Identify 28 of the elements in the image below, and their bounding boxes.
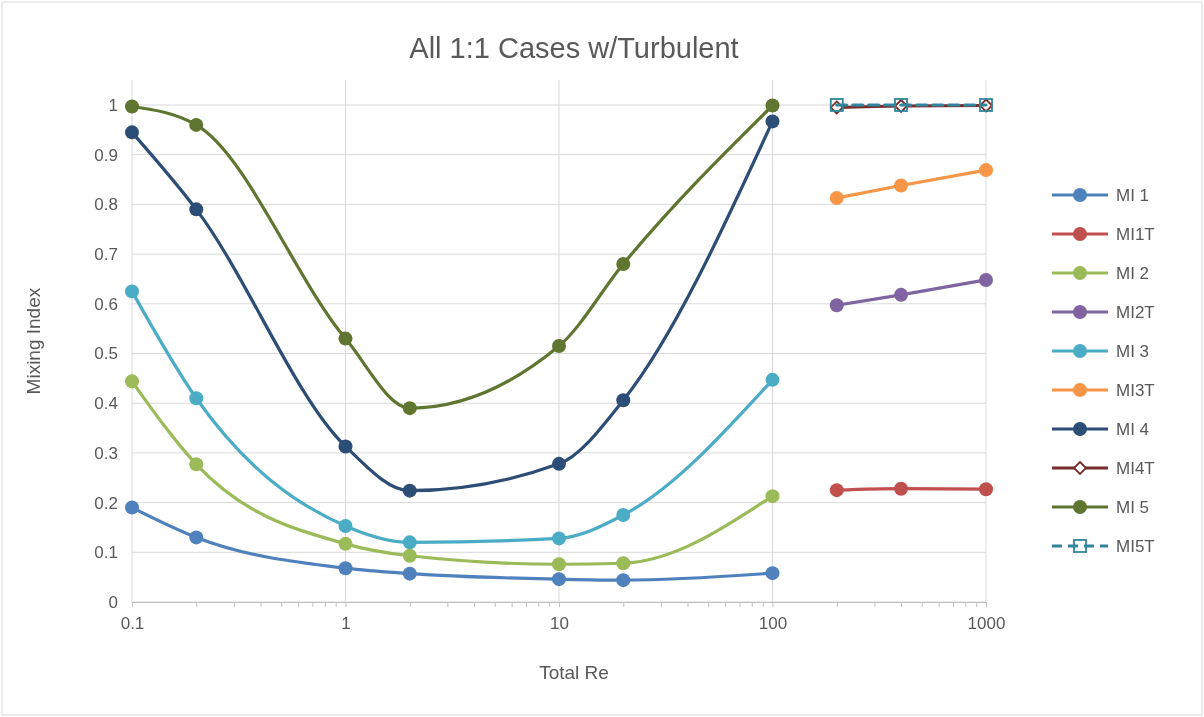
y-tick-label: 0.6 bbox=[94, 294, 118, 314]
legend-label: MI3T bbox=[1116, 381, 1155, 400]
y-tick-label: 0.3 bbox=[94, 443, 118, 463]
y-tick-label: 0.9 bbox=[94, 145, 118, 165]
y-tick-label: 1 bbox=[108, 95, 118, 115]
y-tick-label: 0.5 bbox=[94, 344, 118, 364]
legend-label: MI 1 bbox=[1116, 186, 1150, 205]
x-tick-label: 100 bbox=[758, 614, 788, 634]
x-axis-title: Total Re bbox=[539, 662, 609, 683]
y-tick-label: 0.2 bbox=[94, 493, 118, 513]
y-axis-title: Mixing Index bbox=[23, 287, 44, 395]
y-tick-label: 0.7 bbox=[94, 245, 118, 265]
legend-label: MI 3 bbox=[1116, 342, 1150, 361]
x-tick-label: 1000 bbox=[967, 614, 1006, 634]
legend-label: MI5T bbox=[1116, 537, 1155, 556]
legend-label: MI4T bbox=[1116, 459, 1155, 478]
legend-label: MI2T bbox=[1116, 303, 1155, 322]
y-tick-label: 0 bbox=[108, 592, 118, 612]
legend-label: MI 2 bbox=[1116, 264, 1150, 283]
y-tick-label: 0.1 bbox=[94, 543, 118, 563]
y-tick-label: 0.4 bbox=[94, 394, 118, 414]
legend-label: MI 5 bbox=[1116, 498, 1150, 517]
legend-label: MI 4 bbox=[1116, 420, 1150, 439]
chart-title: All 1:1 Cases w/Turbulent bbox=[409, 32, 739, 64]
x-tick-label: 1 bbox=[341, 614, 351, 634]
y-tick-label: 0.8 bbox=[94, 195, 118, 215]
x-tick-label: 10 bbox=[550, 614, 569, 634]
legend-label: MI1T bbox=[1116, 225, 1155, 244]
